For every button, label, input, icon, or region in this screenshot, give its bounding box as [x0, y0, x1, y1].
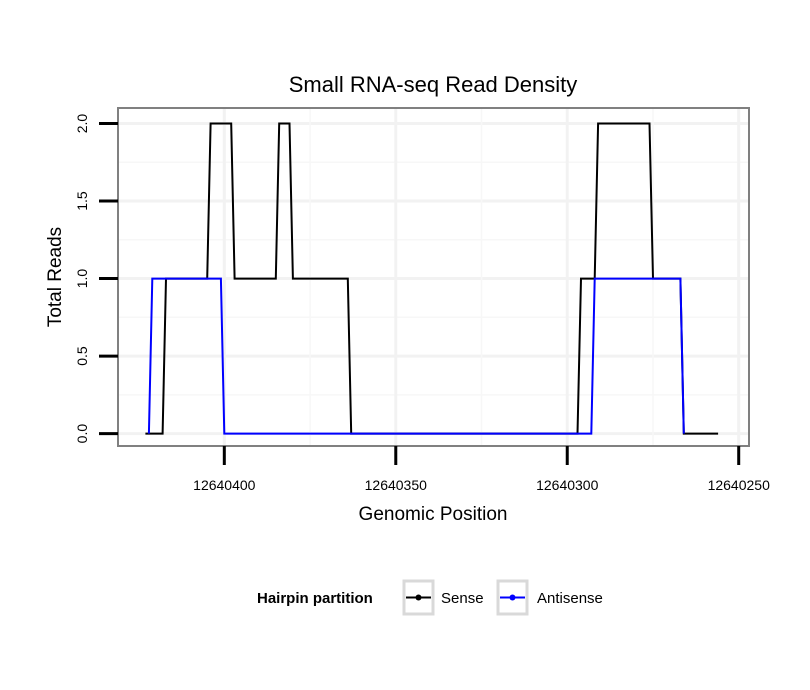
x-axis: 12640400 12640350 12640300 12640250 — [193, 446, 770, 493]
legend-label-antisense: Antisense — [537, 590, 603, 607]
y-axis: 0.0 0.5 1.0 1.5 2.0 — [74, 114, 118, 444]
y-tick-label: 1.0 — [74, 269, 90, 289]
x-tick-label: 12640300 — [536, 477, 599, 493]
y-axis-title: Total Reads — [45, 227, 66, 327]
y-tick-label: 0.0 — [74, 424, 90, 444]
chart-title: Small RNA-seq Read Density — [289, 72, 578, 97]
plot-panel-border — [117, 107, 750, 447]
legend-label-sense: Sense — [441, 590, 484, 607]
x-tick-label: 12640250 — [708, 477, 771, 493]
x-tick-label: 12640400 — [193, 477, 256, 493]
x-axis-title: Genomic Position — [359, 504, 508, 525]
legend-dot-sense — [415, 594, 422, 601]
y-tick-label: 2.0 — [74, 114, 90, 134]
series-line-sense — [145, 122, 719, 435]
x-tick-label: 12640350 — [365, 477, 428, 493]
grid — [118, 108, 749, 446]
series-line-antisense — [147, 277, 685, 435]
y-tick-label: 1.5 — [74, 191, 90, 211]
series-lines — [145, 122, 719, 435]
legend: Hairpin partition Sense Antisense — [257, 579, 603, 616]
legend-title: Hairpin partition — [257, 590, 373, 607]
legend-dot-antisense — [509, 594, 516, 601]
y-tick-label: 0.5 — [74, 346, 90, 366]
